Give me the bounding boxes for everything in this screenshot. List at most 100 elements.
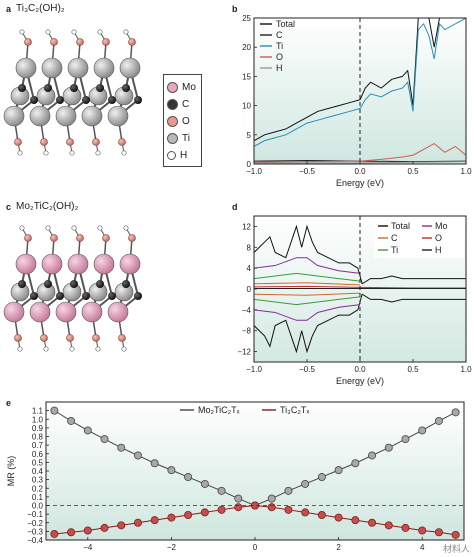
data-point — [451, 530, 460, 539]
structure-a-diagram — [3, 29, 142, 156]
hydrogen-atom — [121, 346, 127, 352]
carbon-atom — [122, 84, 130, 92]
legend-label: C — [276, 30, 283, 40]
chart-e-legend: Mo₂TiC₂Tₓ Ti₃C₂Tₓ — [180, 405, 309, 415]
data-point — [200, 479, 209, 488]
legend-label: H — [276, 63, 283, 73]
data-point — [351, 459, 360, 468]
data-point — [117, 521, 126, 530]
carbon-atom — [96, 84, 104, 92]
oxygen-atom — [24, 38, 32, 46]
hydrogen-atom — [19, 225, 25, 231]
y-tick-label: 0.6 — [32, 450, 44, 459]
hydrogen-atom — [97, 29, 103, 35]
y-tick-label: −4 — [242, 306, 252, 315]
oxygen-atom — [40, 138, 48, 146]
plot-series-group — [254, 224, 466, 354]
data-point — [133, 451, 142, 460]
x-axis-label: Energy (eV) — [336, 376, 384, 386]
oxygen-atom — [102, 38, 110, 46]
data-point — [100, 435, 109, 444]
y-tick-label: 0.4 — [32, 467, 44, 476]
data-point — [384, 521, 393, 530]
molybdenum-atom — [107, 301, 129, 323]
data-point — [368, 518, 377, 527]
series-line-ti — [254, 18, 466, 147]
oxygen-atom — [128, 234, 136, 242]
data-point — [217, 505, 226, 514]
carbon-atom — [134, 292, 142, 300]
hydrogen-atom — [19, 29, 25, 35]
data-point — [317, 473, 326, 482]
atom-legend-label: O — [182, 115, 190, 127]
titanium-atom — [29, 105, 51, 127]
legend-label: Total — [276, 19, 295, 29]
y-tick-label: 0.7 — [32, 441, 44, 450]
molybdenum-atom — [15, 253, 37, 275]
atom-legend-label: H — [180, 149, 188, 161]
data-point — [317, 510, 326, 519]
y-tick-label: −0.2 — [27, 519, 43, 528]
data-point — [451, 408, 460, 417]
y-axis-label: DOS — [232, 81, 234, 101]
oxygen-atom — [24, 234, 32, 242]
data-point — [418, 426, 427, 435]
hydrogen-atom — [17, 346, 23, 352]
x-axis-label: Energy (eV) — [336, 178, 384, 188]
data-point — [83, 426, 92, 435]
x-tick-label: 0.0 — [354, 167, 366, 176]
x-tick-label: 0.5 — [407, 167, 419, 176]
carbon-atom — [56, 96, 64, 104]
molybdenum-atom — [119, 253, 141, 275]
x-tick-label: −4 — [83, 543, 93, 552]
y-tick-label: 0.8 — [32, 433, 44, 442]
atom-legend-label: Mo — [182, 81, 196, 93]
panel-c-letter: c — [6, 202, 12, 212]
data-point — [150, 459, 159, 468]
oxygen-atom — [92, 138, 100, 146]
panel-d-letter: d — [232, 202, 238, 212]
oxygen-atom — [66, 334, 74, 342]
oxygen-atom — [50, 234, 58, 242]
carbon-atom — [108, 292, 116, 300]
titanium-atom — [107, 105, 129, 127]
series-line-c-spin-down- — [254, 292, 361, 296]
series-line-ti — [254, 272, 361, 282]
chart-e-magnetoresistance: −4 −2 0 2 4−0.4−0.3−0.2−0.10.00.10.20.30.40.… — [6, 401, 465, 552]
carbon-atom — [82, 292, 90, 300]
legend-label: Mo₂TiC₂Tₓ — [198, 405, 240, 415]
oxygen-atom — [40, 334, 48, 342]
data-point — [267, 494, 276, 503]
atom-legend-item-c: C — [167, 97, 189, 111]
hydrogen-atom — [97, 225, 103, 231]
x-tick-label: 4 — [420, 543, 425, 552]
x-tick-label: −0.5 — [299, 365, 315, 374]
data-point — [301, 479, 310, 488]
data-point — [368, 451, 377, 460]
y-tick-label: −0.1 — [27, 510, 43, 519]
chart-b-dos-ti3c2: −1.0 −0.5 0.0 0.5 1.0 0 5 10 15 20 25 Energy (eV) DO… — [232, 14, 472, 188]
data-point — [167, 513, 176, 522]
y-tick-label: 15 — [242, 72, 251, 81]
atom-swatch-c — [167, 98, 178, 110]
hydrogen-atom — [69, 346, 75, 352]
structure-c-diagram — [3, 225, 142, 352]
series-line-total — [254, 18, 466, 142]
y-tick-label: 0 — [247, 285, 252, 294]
oxygen-atom — [102, 234, 110, 242]
molybdenum-atom — [29, 301, 51, 323]
titanium-atom — [119, 57, 141, 79]
y-tick-label: 8 — [247, 243, 252, 252]
oxygen-atom — [14, 334, 22, 342]
y-tick-label: −12 — [237, 348, 251, 357]
y-axis-label: DOS — [232, 279, 234, 299]
y-tick-label: 20 — [242, 43, 251, 52]
data-point — [284, 505, 293, 514]
carbon-atom — [134, 96, 142, 104]
data-point — [334, 513, 343, 522]
x-tick-label: 0.5 — [407, 365, 419, 374]
molybdenum-atom — [81, 301, 103, 323]
legend-label: O — [435, 233, 442, 243]
y-tick-label: 1.1 — [32, 407, 44, 416]
hydrogen-atom — [71, 29, 77, 35]
